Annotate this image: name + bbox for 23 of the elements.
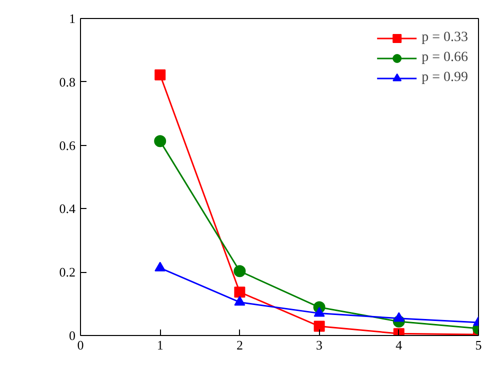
y-tick-label: 0 [69,328,76,343]
y-tick-label: 0.6 [59,138,76,153]
y-tick-label: 0.2 [59,264,76,280]
point [154,262,166,272]
point [314,307,325,317]
point [393,312,404,322]
y-tick-label: 0.4 [59,201,76,216]
point [154,69,166,80]
x-tick-label: 4 [396,338,403,352]
x-tick-label: 2 [236,338,243,352]
y-tick-label: 1 [69,11,76,26]
legend-label: p = 0.33 [422,30,468,46]
legend-label: p = 0.66 [422,50,468,66]
x-tick-label: 3 [316,338,323,352]
point [234,286,246,298]
point [314,320,325,332]
legend-label: p = 0.99 [422,70,468,86]
point [234,265,246,278]
y-tick-label: 0.8 [59,74,76,90]
point [234,296,246,306]
x-tick-label: 5 [475,338,482,352]
x-tick-label: 1 [156,338,164,352]
point [154,135,166,148]
